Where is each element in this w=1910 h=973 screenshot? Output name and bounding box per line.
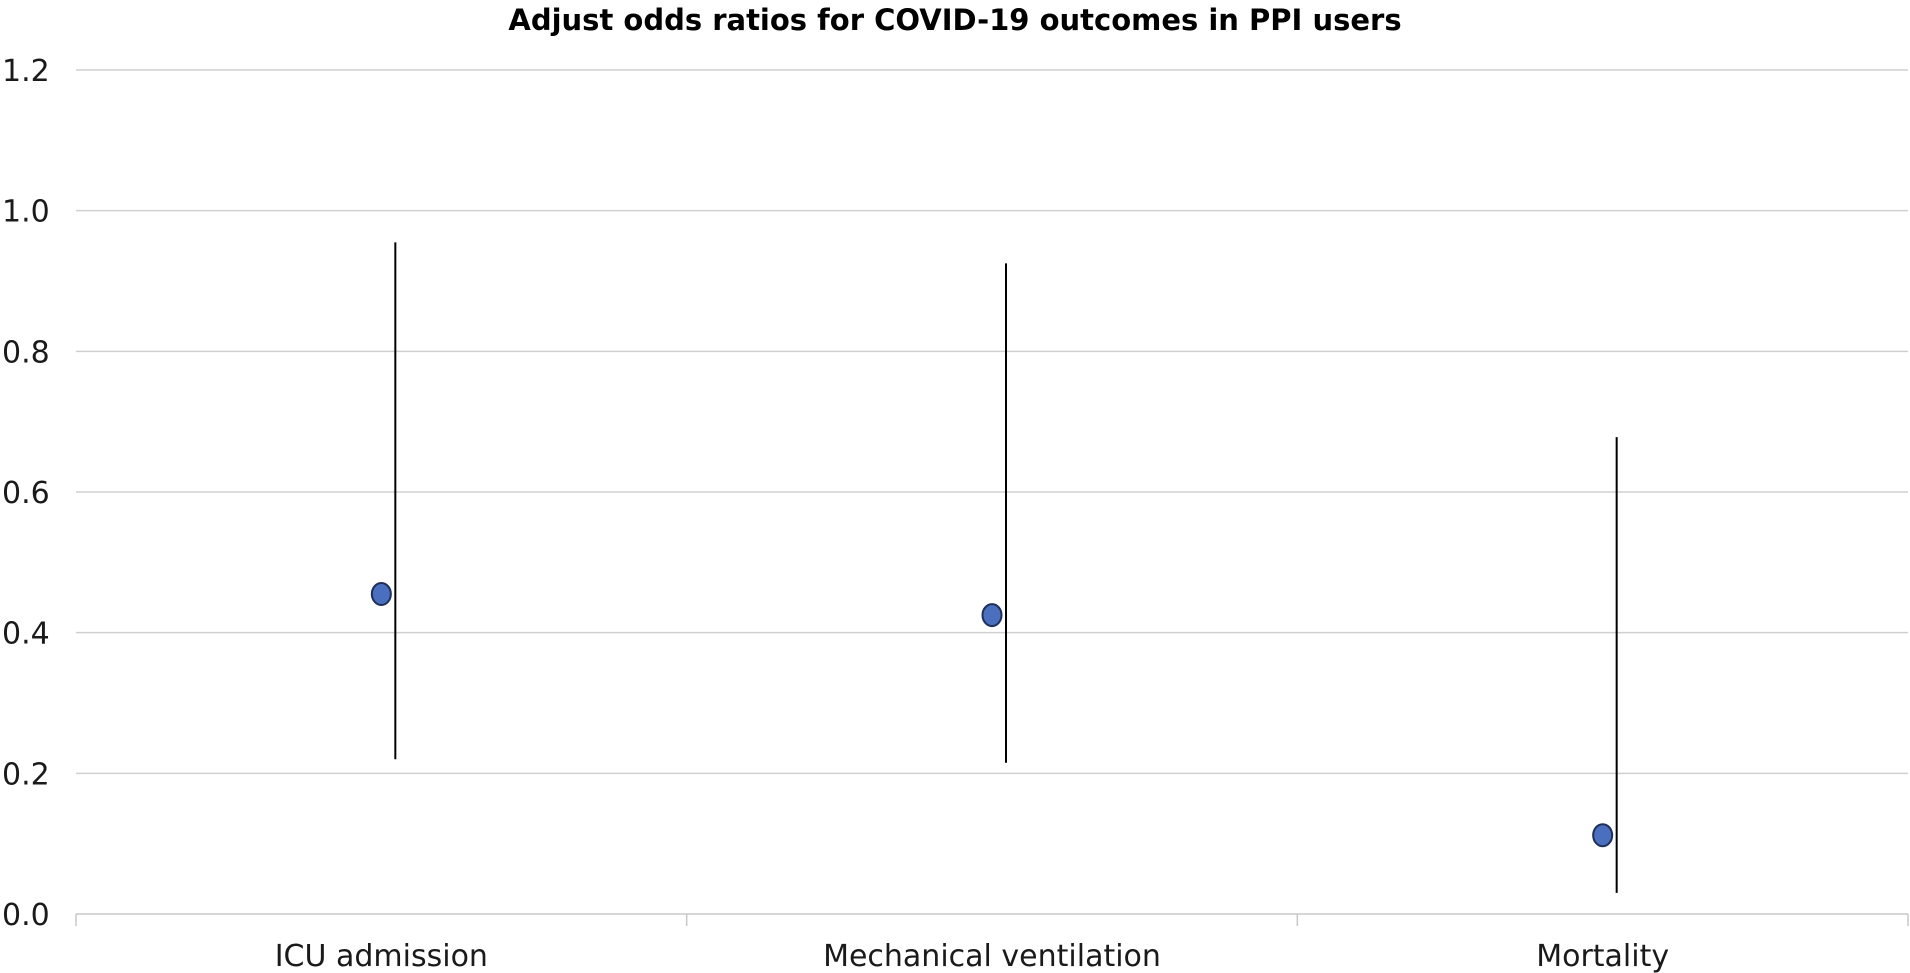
y-tick-label: 0.4 [2, 617, 50, 652]
odds-ratio-point [981, 603, 1003, 628]
odds-ratio-point [370, 581, 392, 606]
x-category-label: Mortality [1536, 939, 1669, 973]
odds-ratio-points [370, 581, 1614, 848]
x-axis [75, 913, 1909, 926]
y-axis-tick-labels: 0.0 0.2 0.4 0.6 0.8 1.0 1.2 [2, 54, 50, 933]
y-tick-label: 0.8 [2, 335, 50, 370]
x-category-label: Mechanical ventilation [823, 939, 1161, 973]
chart-title: Adjust odds ratios for COVID-19 outcomes… [508, 3, 1401, 37]
y-tick-label: 0.0 [2, 898, 50, 933]
y-tick-label: 1.2 [2, 54, 50, 89]
gridlines [76, 69, 1908, 775]
y-tick-label: 1.0 [2, 195, 50, 230]
x-axis-category-labels: ICU admission Mechanical ventilation Morta… [275, 939, 1669, 973]
odds-ratio-point [1592, 823, 1614, 848]
y-tick-label: 0.6 [2, 476, 50, 511]
confidence-interval-bars [394, 242, 1618, 893]
y-tick-label: 0.2 [2, 757, 50, 792]
x-category-label: ICU admission [275, 939, 488, 973]
